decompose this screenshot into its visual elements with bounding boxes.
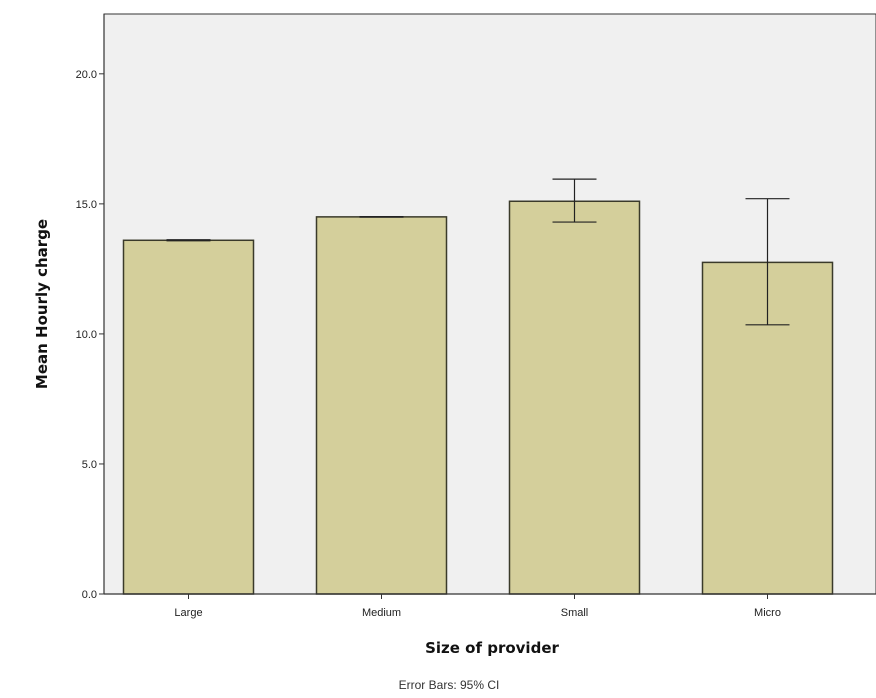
bar-small [508, 200, 641, 595]
error-bars-note: Error Bars: 95% CI [399, 678, 500, 692]
bar-medium [315, 216, 448, 595]
error-bar-micro [745, 198, 790, 326]
error-bar-large [166, 239, 211, 242]
y-tick-label: 20.0 [76, 69, 97, 81]
x-tick-label: Large [174, 607, 202, 619]
y-tick-label: 15.0 [76, 199, 97, 211]
error-bar-small [552, 178, 597, 223]
x-tick-label: Small [561, 607, 589, 619]
y-tick-label: 5.0 [82, 459, 97, 471]
x-axis-title: Size of provider [425, 639, 559, 657]
x-tick-label: Micro [754, 607, 781, 619]
x-tick-label: Medium [362, 607, 401, 619]
y-tick-label: 0.0 [82, 589, 97, 601]
y-axis-title: Mean Hourly charge [33, 219, 51, 389]
error-bar-medium [359, 216, 404, 218]
error-bars-group [166, 178, 790, 326]
axes-group: 0.0 5.0 10.0 15.0 20.0 Large Medium Small Micro [76, 14, 876, 619]
bar-large [122, 239, 255, 595]
y-tick-label: 10.0 [76, 329, 97, 341]
